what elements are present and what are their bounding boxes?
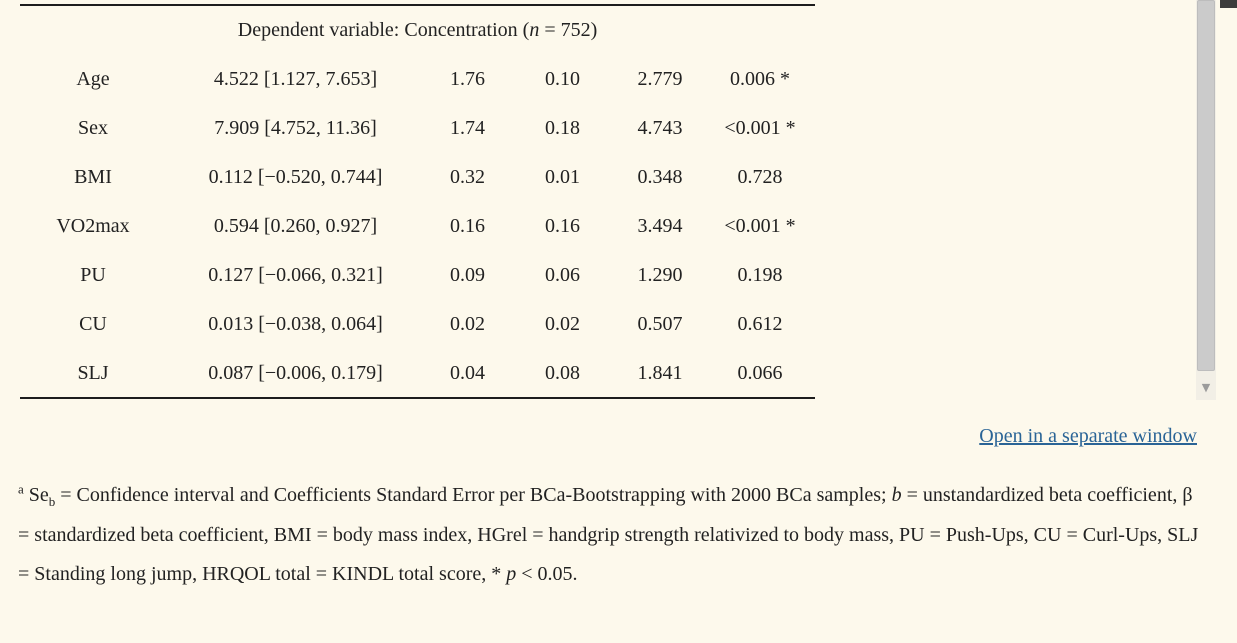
table-header-row: Dependent variable: Concentration (n = 7…	[20, 5, 815, 55]
cell-se: 0.32	[450, 166, 485, 188]
cell-beta: 0.16	[545, 215, 580, 237]
cell-beta: 0.02	[545, 313, 580, 335]
footnote-marker-a: a	[18, 481, 24, 497]
cell-variable: Age	[76, 68, 110, 90]
scroll-down-button[interactable]: ▼	[1196, 374, 1216, 400]
table-row: BMI 0.112 [−0.520, 0.744] 0.32 0.01 0.34…	[20, 153, 815, 202]
scrollbar-thumb[interactable]	[1197, 0, 1215, 371]
footnote-segment: = unstandardized beta coefficient, β = s…	[18, 484, 1199, 585]
cell-variable: Sex	[78, 117, 108, 139]
cell-variable: PU	[80, 264, 106, 286]
cell-se: 0.09	[450, 264, 485, 286]
cell-se: 1.76	[450, 68, 485, 90]
cell-p: 0.198	[737, 264, 783, 286]
chevron-down-icon: ▼	[1201, 380, 1211, 394]
cell-estimate-ci: 0.013 [−0.038, 0.064]	[208, 313, 383, 335]
cell-p: 0.612	[737, 313, 783, 335]
open-link-row: Open in a separate window	[0, 425, 1237, 448]
cell-beta: 0.06	[545, 264, 580, 286]
cell-p: 0.728	[737, 166, 783, 188]
header-text: Dependent variable: Concentration (	[237, 19, 530, 41]
cell-p: <0.001 *	[724, 215, 796, 237]
cell-p: 0.006 *	[730, 68, 791, 90]
cell-t: 1.290	[637, 264, 683, 286]
cell-estimate-ci: 0.594 [0.260, 0.927]	[213, 215, 378, 237]
table-scroll-region: Dependent variable: Concentration (n = 7…	[20, 0, 1237, 400]
regression-results-table: Dependent variable: Concentration (n = 7…	[20, 4, 816, 399]
header-n-italic: n	[529, 19, 540, 41]
cell-t: 1.841	[637, 361, 683, 384]
cell-variable: CU	[79, 313, 107, 335]
cell-se: 0.02	[450, 313, 485, 335]
dependent-variable-header: Dependent variable: Concentration (n = 7…	[20, 5, 815, 55]
footnote-segment: Se	[23, 484, 49, 506]
cell-t: 4.743	[637, 117, 683, 139]
table-row: Age 4.522 [1.127, 7.653] 1.76 0.10 2.779…	[20, 55, 815, 104]
cell-variable: SLJ	[77, 361, 109, 384]
cell-se: 0.04	[450, 361, 485, 384]
cell-beta: 0.01	[545, 166, 580, 188]
cell-estimate-ci: 0.127 [−0.066, 0.321]	[208, 264, 383, 286]
cell-t: 0.348	[637, 166, 683, 188]
cell-p: 0.066	[737, 361, 783, 384]
cell-beta: 0.10	[545, 68, 580, 90]
footnote-italic-b: b	[891, 484, 902, 506]
cell-variable: VO2max	[56, 215, 130, 237]
cell-estimate-ci: 4.522 [1.127, 7.653]	[213, 68, 378, 90]
cell-t: 0.507	[637, 313, 683, 335]
footnote-segment: = Confidence interval and Coefficients S…	[55, 484, 892, 506]
table-row: PU 0.127 [−0.066, 0.321] 0.09 0.06 1.290…	[20, 251, 815, 300]
table-vertical-scrollbar[interactable]: ▼	[1196, 0, 1216, 400]
cell-beta: 0.08	[545, 361, 580, 384]
cell-estimate-ci: 0.112 [−0.520, 0.744]	[208, 166, 383, 188]
cell-estimate-ci: 0.087 [−0.006, 0.179]	[208, 361, 383, 384]
table-row: SLJ 0.087 [−0.006, 0.179] 0.04 0.08 1.84…	[20, 349, 815, 398]
header-text-tail: = 752)	[539, 19, 598, 41]
footnote-sub-b: b	[48, 494, 56, 509]
table-row: VO2max 0.594 [0.260, 0.927] 0.16 0.16 3.…	[20, 202, 815, 251]
cell-se: 0.16	[450, 215, 485, 237]
cell-variable: BMI	[74, 166, 112, 188]
table-row: Sex 7.909 [4.752, 11.36] 1.74 0.18 4.743…	[20, 104, 815, 153]
open-in-separate-window-link[interactable]: Open in a separate window	[979, 425, 1197, 447]
window-scrollbar-thumb[interactable]	[1220, 0, 1237, 8]
cell-t: 2.779	[637, 68, 683, 90]
cell-t: 3.494	[637, 215, 683, 237]
cell-se: 1.74	[450, 117, 485, 139]
cell-beta: 0.18	[545, 117, 580, 139]
footnote-segment: < 0.05.	[516, 563, 578, 585]
table-row: CU 0.013 [−0.038, 0.064] 0.02 0.02 0.507…	[20, 300, 815, 349]
cell-p: <0.001 *	[724, 117, 796, 139]
footnote-italic-p: p	[506, 563, 517, 585]
cell-estimate-ci: 7.909 [4.752, 11.36]	[214, 117, 377, 139]
table-footnote: a Seb = Confidence interval and Coeffici…	[18, 476, 1207, 595]
